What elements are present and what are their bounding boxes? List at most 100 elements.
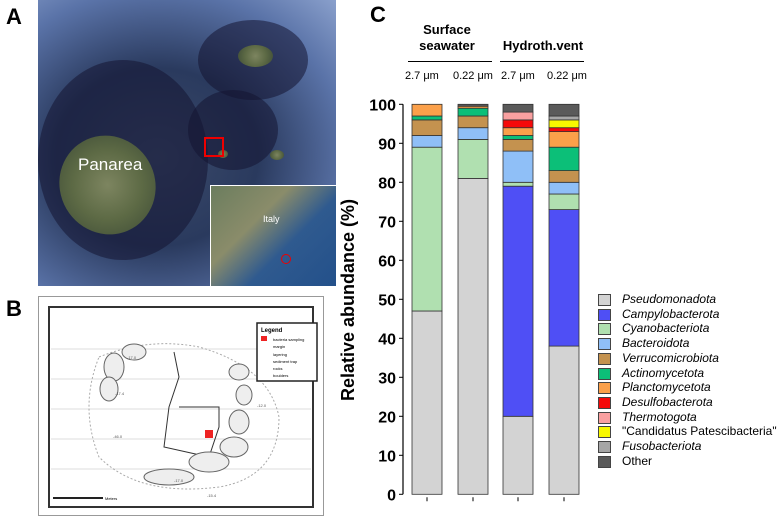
satellite-map: Panarea Italy (38, 0, 336, 286)
y-tick-label: 50 (378, 292, 396, 309)
svg-text:-46.0: -46.0 (113, 434, 123, 439)
legend-swatch (598, 382, 611, 395)
svg-text:Meters: Meters (105, 496, 117, 501)
bar-segment-verrucomicrobiota (411, 119, 443, 136)
sampling-area-marker (204, 137, 224, 157)
svg-text:-17.0: -17.0 (127, 355, 137, 360)
bar-segment-cyanobacteriota (502, 181, 534, 187)
bar-segment-cyanobacteriota (457, 138, 489, 179)
bar-segment-desulfobacterota (548, 127, 580, 132)
size-label: 2.7 μm (501, 70, 535, 82)
bar-segment-cyanobacteriota (411, 146, 443, 312)
bar-segment-actinomycetota (457, 107, 489, 117)
svg-text:margin: margin (273, 344, 285, 349)
bar-segment-planctomycetota (411, 103, 443, 117)
legend-label: Verrucomicrobiota (622, 350, 719, 365)
y-tick-label: 30 (378, 370, 396, 387)
bar-segment-fusobacteriota (548, 115, 580, 121)
group-label-surface: Surface seawater (419, 22, 475, 53)
bar-segment-campylobacterota (502, 185, 534, 417)
svg-text:-17.4: -17.4 (115, 391, 125, 396)
bar-segment-planctomycetota (548, 131, 580, 148)
size-label: 0.22 μm (547, 70, 587, 82)
legend-swatch (598, 396, 611, 409)
group-bracket-hydrothermal (500, 61, 584, 62)
bar-segment-bacteroidota (502, 150, 534, 183)
bar-segment-bacteroidota (548, 181, 580, 195)
y-axis-label: Relative abundance (%) (338, 199, 358, 401)
legend-swatch (598, 308, 611, 321)
bar-segment-actinomycetota (411, 115, 443, 121)
size-label: 2.7 μm (405, 70, 439, 82)
y-tick-label: 10 (378, 448, 396, 465)
svg-text:rocks: rocks (273, 366, 283, 371)
y-tick-label: 80 (378, 175, 396, 192)
legend-swatch (598, 352, 611, 365)
y-tick-label: 70 (378, 214, 396, 231)
bar-segment-other (502, 103, 534, 113)
svg-text:layering: layering (273, 352, 287, 357)
legend-label: Campylobacterota (622, 306, 720, 321)
islet (270, 150, 284, 160)
legend-label: Cyanobacteriota (622, 321, 710, 336)
legend-swatch (598, 411, 611, 424)
panel-label-c: C (370, 2, 386, 27)
svg-text:boulders: boulders (273, 373, 288, 378)
y-tick-label: 20 (378, 409, 396, 426)
bar-segment-other (457, 103, 489, 107)
bacteria-sampling-marker (205, 430, 213, 438)
bar-segment-actinomycetota (502, 135, 534, 140)
y-tick-label: 90 (378, 136, 396, 153)
legend-label: Planctomycetota (622, 380, 711, 395)
panarea-label: Panarea (78, 155, 143, 174)
bar-segment-cyanobacteriota (548, 193, 580, 211)
legend-swatch (598, 455, 611, 468)
size-label: 0.22 μm (453, 70, 493, 82)
bar-segment-campylobacterota (548, 209, 580, 347)
location-circle (281, 254, 291, 264)
y-tick-label: 60 (378, 253, 396, 270)
svg-text:-17.0: -17.0 (174, 478, 184, 483)
bar-segment-bacteroidota (411, 135, 443, 148)
italy-label: Italy (263, 214, 280, 224)
legend-swatch (598, 294, 611, 306)
bar-segment-thermotogota (502, 111, 534, 121)
legend-label: Pseudomonadota (622, 292, 717, 306)
legend-label: Thermotogota (622, 409, 697, 424)
group-label-hydrothermal: Hydroth.vent (502, 38, 584, 53)
bar-segment-pseudomonadota (411, 310, 443, 495)
bar-segment-pseudomonadota (457, 177, 489, 495)
legend-swatch (598, 323, 611, 336)
legend-swatch (598, 367, 611, 380)
y-tick-label: 100 (369, 97, 396, 114)
panel-label-a: A (6, 4, 22, 29)
bar-segment-pseudomonadota (502, 415, 534, 495)
legend-title: Legend (261, 328, 283, 334)
bar-segment-other (548, 103, 580, 117)
legend-label: "Candidatus Patescibacteria" (622, 424, 777, 439)
legend-swatch (598, 338, 611, 351)
legend-label: Other (622, 453, 653, 468)
bar-segment-candidatus-patescibacteria (548, 119, 580, 129)
legend-swatch (598, 441, 611, 453)
legend-label: Actinomycetota (622, 365, 705, 380)
site-map-drawing: Legend bacteria sampling margin layering… (48, 306, 318, 508)
svg-text:bacteria sampling: bacteria sampling (273, 337, 304, 342)
panel-label-b: B (6, 296, 22, 321)
bar-segment-planctomycetota (502, 127, 534, 136)
svg-text:sediment trap: sediment trap (273, 359, 298, 364)
y-tick-label: 40 (378, 331, 396, 348)
site-map: Legend bacteria sampling margin layering… (38, 296, 324, 516)
bar-segment-verrucomicrobiota (502, 138, 534, 152)
bar-segment-verrucomicrobiota (457, 115, 489, 129)
legend-label: Desulfobacterota (622, 394, 713, 409)
legend-label: Bacteroidota (622, 336, 690, 351)
svg-text:-15.4: -15.4 (207, 493, 217, 498)
bar-segment-pseudomonadota (548, 345, 580, 495)
bar-segment-verrucomicrobiota (548, 170, 580, 183)
group-bracket-surface (408, 61, 492, 62)
legend-label: Fusobacteriota (622, 439, 702, 453)
svg-text:-12.0: -12.0 (257, 403, 267, 408)
